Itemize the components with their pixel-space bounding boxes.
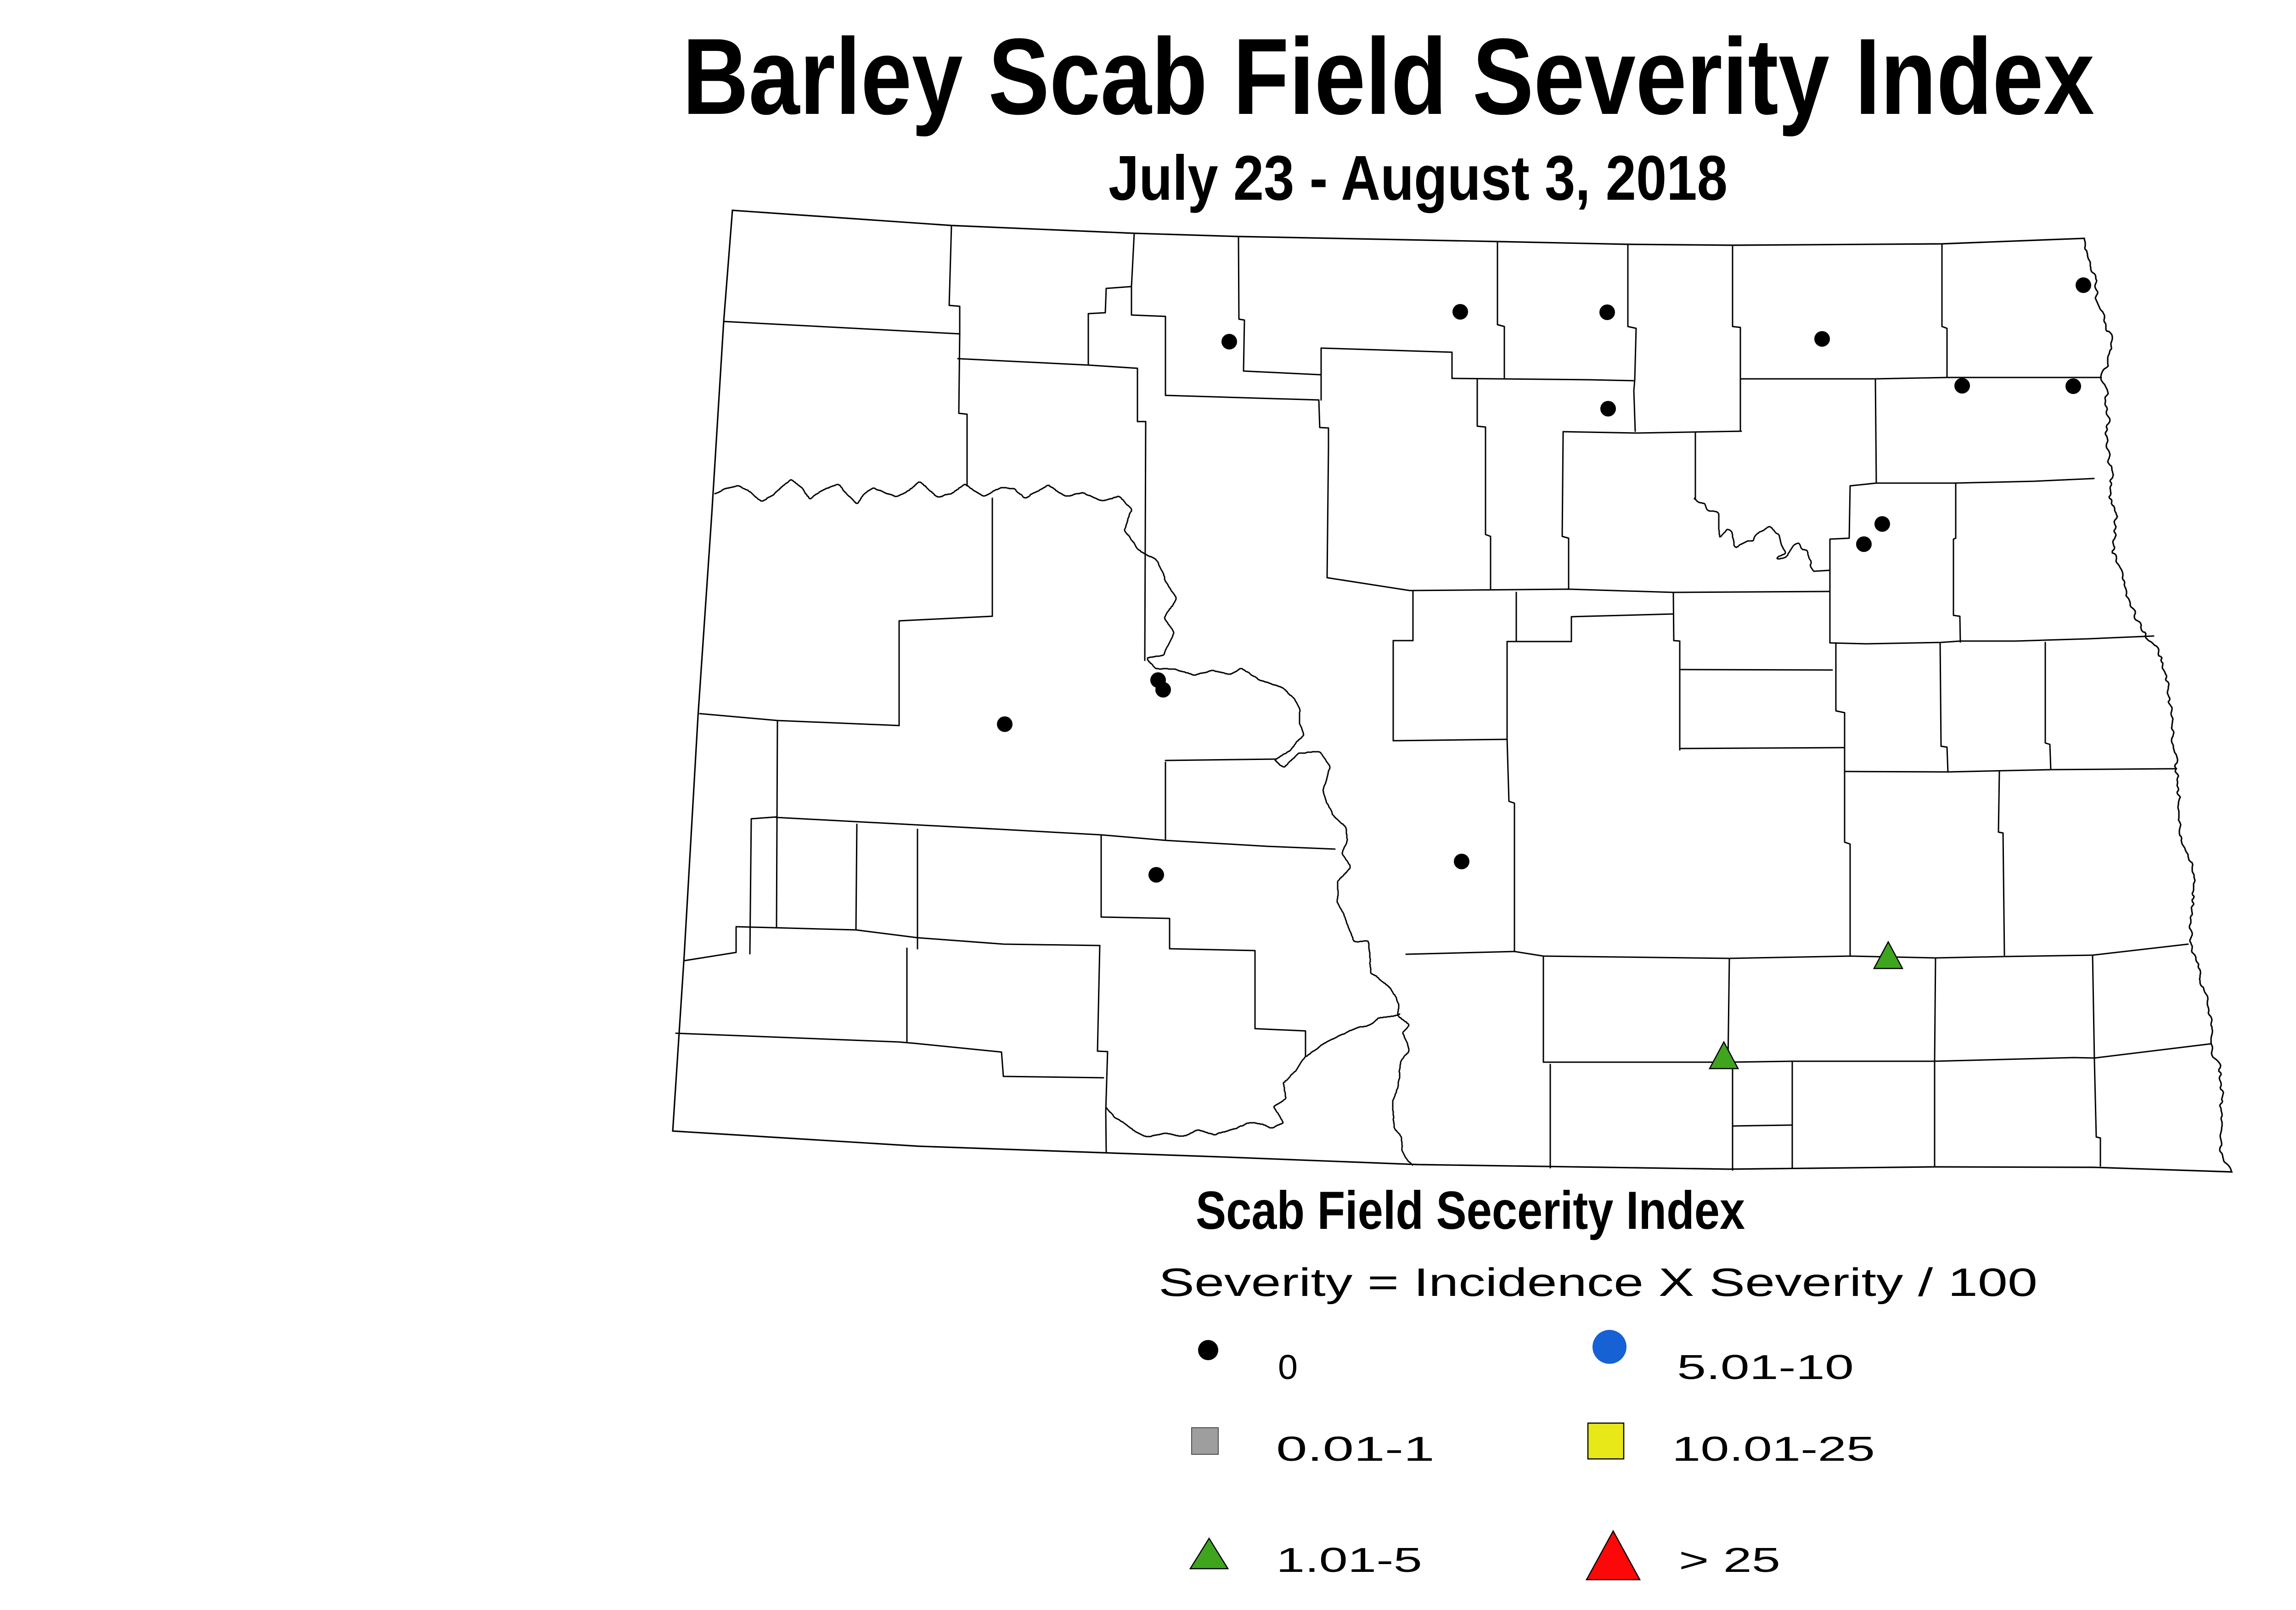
svg-text:10.01-25: 10.01-25: [1672, 1430, 1875, 1468]
svg-text:Severity = Incidence X Severit: Severity = Incidence X Severity / 100: [1159, 1261, 2037, 1305]
svg-text:0: 0: [1278, 1348, 1298, 1386]
svg-text:1.01-5: 1.01-5: [1276, 1541, 1422, 1579]
svg-text:July 23 - August 3, 2018: July 23 - August 3, 2018: [1109, 143, 1728, 214]
svg-text:5.01-10: 5.01-10: [1677, 1348, 1854, 1386]
svg-text:0.01-1: 0.01-1: [1276, 1430, 1435, 1468]
svg-text:Barley Scab Field Severity Ind: Barley Scab Field Severity Index: [682, 16, 2094, 137]
svg-text:> 25: > 25: [1679, 1541, 1780, 1579]
svg-text:Scab Field Secerity Index: Scab Field Secerity Index: [1196, 1180, 1745, 1240]
